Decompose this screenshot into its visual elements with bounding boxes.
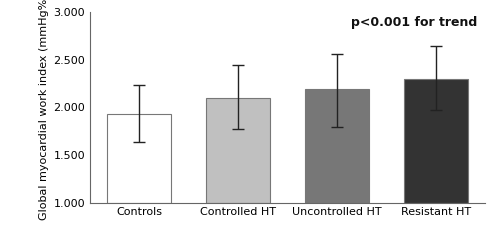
Bar xyxy=(404,79,468,203)
Y-axis label: Global myocardial work index (mmHg%): Global myocardial work index (mmHg%) xyxy=(39,0,49,220)
Bar xyxy=(305,89,369,203)
Text: p<0.001 for trend: p<0.001 for trend xyxy=(351,16,477,29)
Bar xyxy=(206,98,270,203)
Bar xyxy=(108,114,172,203)
